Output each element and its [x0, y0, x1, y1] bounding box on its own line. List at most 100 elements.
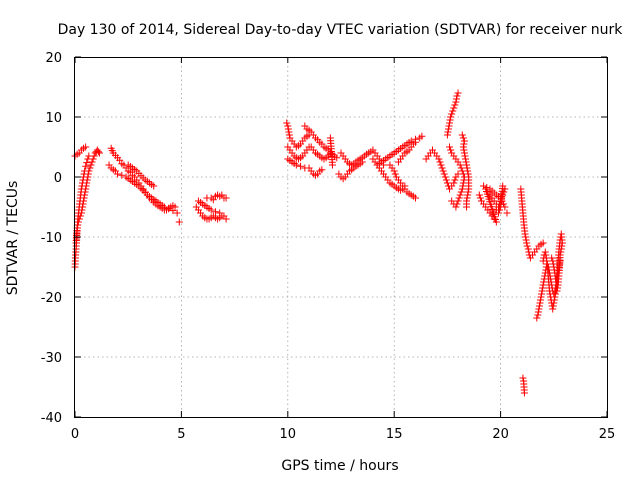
data-point-tail-17h — [456, 191, 464, 199]
data-point-side-18h — [459, 134, 467, 142]
data-point-drop-21h — [522, 233, 530, 241]
data-point-rise-0h — [94, 148, 102, 156]
data-point-decline-2h-b — [160, 203, 168, 211]
y-tick-label: 10 — [45, 111, 62, 126]
data-point-rise-0h-b — [77, 185, 85, 193]
data-point-spike-17h — [452, 95, 460, 103]
data-point-side-18h — [460, 140, 468, 148]
data-point-cluster-22h-b — [550, 296, 558, 304]
data-point-side-18h — [463, 194, 471, 202]
data-point-rise-0h-b — [85, 152, 93, 160]
data-point-side-18h — [459, 143, 467, 151]
data-point-side-18h — [463, 161, 471, 169]
x-tick-label: 5 — [177, 427, 185, 442]
data-point-seg-17h — [438, 164, 446, 172]
data-point-top-0h — [82, 143, 90, 151]
data-point-seg-17h — [439, 167, 447, 175]
data-point-cluster-22h-c — [554, 284, 562, 292]
data-point-spike-17h — [452, 98, 460, 106]
data-point-band-10h-low — [297, 162, 305, 170]
data-point-isolated-5h — [175, 218, 183, 226]
data-point-spike-17h — [449, 107, 457, 115]
data-point-seg-17h — [441, 173, 449, 181]
data-point-rise-0h — [88, 158, 96, 166]
data-point-spike-17h — [446, 119, 454, 127]
data-point-cluster-22h-b — [551, 290, 559, 298]
data-point-cluster-22h — [537, 293, 545, 301]
data-point-rise-0h-b — [80, 170, 88, 178]
y-tick-label: -40 — [41, 411, 62, 426]
data-point-cluster-22h — [534, 308, 542, 316]
data-point-rise-14h — [418, 132, 426, 140]
data-point-drop-21h — [523, 242, 531, 250]
data-point-decline-2h-b — [114, 170, 122, 178]
data-point-rise-15h — [411, 138, 419, 146]
data-point-spike-17h — [446, 116, 454, 124]
data-point-isolated-20h — [503, 209, 511, 217]
data-point-seg-17h — [443, 179, 451, 187]
data-point-decline-2h-b — [165, 205, 173, 213]
x-axis-label: GPS time / hours — [281, 458, 398, 474]
data-point-rise-0h — [87, 161, 95, 169]
data-point-drop-21h — [522, 236, 530, 244]
data-point-side-18h — [464, 191, 472, 199]
data-point-spike-17h — [453, 92, 461, 100]
data-point-cluster-22h-b — [546, 287, 554, 295]
data-point-drop-15h — [390, 167, 398, 175]
data-point-tail-17h — [457, 188, 465, 196]
y-tick-label: 0 — [54, 171, 62, 186]
data-point-blob-6h-b — [211, 208, 219, 216]
data-point-wave-13h-low — [358, 158, 366, 166]
data-point-spike-17h — [451, 101, 459, 109]
data-point-tail-17h — [447, 146, 455, 154]
data-point-seg-17h — [435, 155, 443, 163]
data-point-side-18h — [464, 167, 472, 175]
data-point-cluster-22h-b — [549, 305, 557, 313]
axis-ticks — [74, 56, 608, 418]
data-point-spike-17h — [444, 128, 452, 136]
data-point-rise-0h-b — [78, 182, 86, 190]
data-point-drop-21h — [523, 239, 531, 247]
data-point-tail-17h — [454, 197, 462, 205]
y-tick-label: 20 — [45, 51, 62, 66]
data-point-tail-17h — [455, 194, 463, 202]
data-point-rise-0h — [95, 149, 103, 157]
data-point-outlier-21h — [520, 389, 528, 397]
data-point-cluster-22h — [533, 314, 541, 322]
data-point-drop-15h — [411, 194, 419, 202]
data-point-side-18h — [463, 164, 471, 172]
x-tick-label: 20 — [492, 427, 509, 442]
data-point-side-18h — [462, 158, 470, 166]
data-point-rise-0h-b — [79, 176, 87, 184]
data-point-cluster-19h-b — [498, 197, 506, 205]
data-point-blob-6h-c — [222, 194, 230, 202]
data-point-rise-0h-b — [84, 155, 92, 163]
data-point-spike-17h — [454, 89, 462, 97]
data-point-spike-17h — [444, 125, 452, 133]
data-point-seg-17h — [436, 158, 444, 166]
data-point-tail-17h — [456, 161, 464, 169]
data-point-tail-17h — [448, 197, 456, 205]
data-point-cluster-19h-b — [497, 194, 505, 202]
data-point-cluster-22h-c — [553, 287, 561, 295]
data-point-rise-0h-b — [83, 159, 91, 167]
data-point-cluster-19h-b — [501, 203, 509, 211]
x-tick-label: 0 — [71, 427, 79, 442]
data-point-side-18h — [460, 146, 468, 154]
data-point-isolated-12h — [328, 161, 336, 169]
data-point-cluster-22h-b — [551, 293, 559, 301]
data-point-rise-0h-b — [78, 179, 86, 187]
data-point-cluster-22h — [534, 311, 542, 319]
data-point-decline-2h-b — [169, 207, 177, 215]
data-point-spike-17h — [445, 122, 453, 130]
data-point-blob-6h-c — [209, 196, 217, 204]
data-point-blob-6h — [222, 215, 230, 223]
data-point-cluster-22h — [538, 290, 546, 298]
data-point-side-18h — [465, 185, 473, 193]
y-tick-label: -20 — [41, 291, 62, 306]
data-point-rise-0h-b — [80, 173, 88, 181]
x-tick-label: 25 — [599, 427, 616, 442]
data-point-peak-10h — [285, 128, 293, 136]
data-point-seg-17h — [450, 179, 458, 187]
